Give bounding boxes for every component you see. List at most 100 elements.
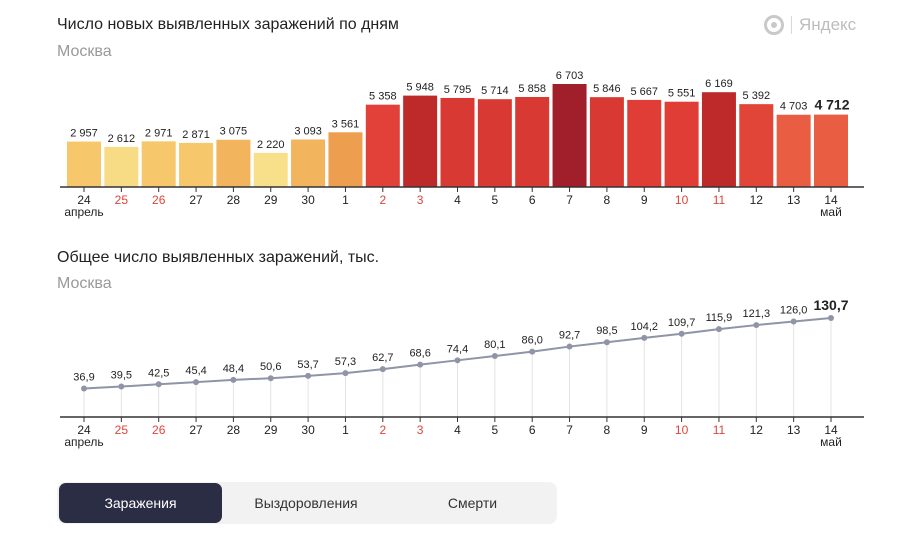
bar-value-label: 3 561 bbox=[332, 118, 360, 130]
bar bbox=[365, 104, 400, 187]
data-point bbox=[790, 318, 797, 325]
bar bbox=[440, 97, 475, 187]
bar bbox=[291, 139, 326, 187]
data-point bbox=[641, 334, 648, 341]
tab-deaths[interactable]: Смерти bbox=[447, 495, 498, 511]
point-value-label: 74,4 bbox=[447, 343, 468, 355]
x-tick-label: 9 bbox=[641, 193, 648, 207]
data-point bbox=[678, 330, 685, 337]
x-tick-label: 2 bbox=[379, 423, 386, 437]
data-point bbox=[491, 353, 498, 360]
data-point bbox=[118, 383, 125, 390]
x-tick-label: 27 bbox=[189, 193, 203, 207]
data-point bbox=[267, 375, 274, 382]
bar bbox=[739, 104, 774, 187]
data-point bbox=[379, 366, 386, 373]
point-value-label: 92,7 bbox=[559, 330, 580, 342]
point-value-label: 86,0 bbox=[521, 335, 542, 347]
bar bbox=[253, 152, 288, 187]
x-tick-label: 8 bbox=[604, 193, 611, 207]
month-label: май bbox=[820, 205, 842, 219]
bar bbox=[328, 132, 363, 187]
x-tick-label: 7 bbox=[566, 423, 573, 437]
bar-value-label: 3 075 bbox=[220, 126, 248, 138]
x-tick-label: 12 bbox=[750, 193, 764, 207]
bar-value-label: 5 948 bbox=[406, 82, 434, 94]
x-tick-label: 25 bbox=[115, 193, 129, 207]
bar-chart-subtitle: Москва bbox=[57, 43, 112, 60]
bar-chart-title: Число новых выявленных заражений по дням bbox=[57, 16, 399, 33]
bar bbox=[552, 84, 587, 187]
x-tick-label: 1 bbox=[342, 423, 349, 437]
x-tick-label: 5 bbox=[492, 423, 499, 437]
x-tick-label: 5 bbox=[492, 193, 499, 207]
bar-value-label: 5 667 bbox=[630, 86, 658, 98]
tab-infections[interactable]: Заражения bbox=[59, 483, 222, 523]
x-tick-label: 10 bbox=[675, 193, 689, 207]
month-label: май bbox=[820, 435, 842, 449]
point-value-label: 53,7 bbox=[297, 359, 318, 371]
metric-tabs: Заражения Выздоровления Смерти bbox=[57, 482, 557, 524]
x-tick-label: 11 bbox=[713, 423, 726, 437]
point-value-label: 68,6 bbox=[409, 348, 430, 360]
point-value-label: 80,1 bbox=[484, 339, 505, 351]
bar-value-label: 6 169 bbox=[705, 78, 733, 90]
bar bbox=[589, 97, 624, 187]
x-tick-label: 30 bbox=[301, 423, 315, 437]
x-tick-label: 13 bbox=[787, 193, 801, 207]
x-tick-label: 25 bbox=[115, 423, 129, 437]
bar bbox=[664, 101, 699, 187]
x-tick-label: 2 bbox=[379, 193, 386, 207]
bar-value-label: 3 093 bbox=[294, 125, 322, 137]
x-tick-label: 11 bbox=[713, 193, 726, 207]
x-tick-label: 30 bbox=[301, 193, 315, 207]
bar-value-label: 5 846 bbox=[593, 83, 621, 95]
bar bbox=[403, 95, 438, 187]
x-tick-label: 6 bbox=[529, 193, 536, 207]
bar-value-label: 2 220 bbox=[257, 139, 285, 151]
x-tick-label: 28 bbox=[227, 193, 241, 207]
point-value-label: 45,4 bbox=[185, 365, 206, 377]
x-tick-label: 10 bbox=[675, 423, 689, 437]
point-value-label: 126,0 bbox=[780, 305, 808, 317]
x-tick-label: 27 bbox=[189, 423, 203, 437]
bar bbox=[104, 146, 139, 187]
tab-recoveries[interactable]: Выздоровления bbox=[254, 495, 358, 511]
x-tick-label: 26 bbox=[152, 193, 166, 207]
point-value-label: 104,2 bbox=[630, 321, 658, 333]
data-point bbox=[342, 370, 349, 377]
x-tick-label: 14 bbox=[824, 193, 838, 207]
point-value-label: 98,5 bbox=[596, 325, 617, 337]
bar bbox=[477, 99, 512, 187]
bar bbox=[814, 114, 848, 187]
point-value-label: 115,9 bbox=[706, 312, 733, 324]
bar bbox=[216, 139, 251, 187]
month-label: апрель bbox=[64, 205, 103, 219]
data-point bbox=[193, 379, 200, 386]
yandex-eye-icon bbox=[764, 15, 784, 35]
data-point bbox=[753, 322, 760, 329]
line-chart-title: Общее число выявленных заражений, тыс. bbox=[57, 249, 380, 266]
data-point bbox=[230, 376, 237, 383]
point-value-label: 121,3 bbox=[743, 308, 771, 320]
x-tick-label: 3 bbox=[417, 193, 424, 207]
x-tick-label: 29 bbox=[264, 423, 278, 437]
x-tick-label: 1 bbox=[342, 193, 349, 207]
data-point bbox=[566, 343, 573, 350]
x-tick-label: 24 bbox=[77, 423, 91, 437]
data-point bbox=[454, 357, 461, 364]
x-tick-label: 4 bbox=[454, 193, 461, 207]
x-tick-label: 26 bbox=[152, 423, 166, 437]
x-tick-label: 12 bbox=[750, 423, 764, 437]
data-point bbox=[603, 339, 610, 346]
bar bbox=[515, 96, 550, 187]
bar-value-label: 5 551 bbox=[668, 88, 696, 100]
bar-value-label: 5 714 bbox=[481, 85, 509, 97]
bar-value-label: 2 871 bbox=[182, 129, 210, 141]
data-point bbox=[417, 361, 424, 368]
yandex-logo[interactable]: Яндекс bbox=[764, 15, 856, 35]
x-tick-label: 14 bbox=[824, 423, 838, 437]
data-point bbox=[155, 381, 162, 388]
line-chart-subtitle: Москва bbox=[57, 275, 112, 292]
